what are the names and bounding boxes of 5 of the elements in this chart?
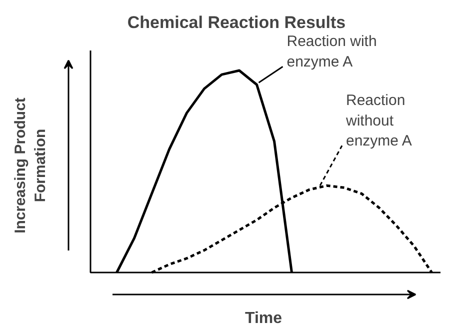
y-axis-title: Increasing Product Formation [12, 98, 50, 234]
chart-title: Chemical Reaction Results [127, 13, 346, 32]
annotation: Reaction without enzyme A [345, 92, 412, 150]
annotation: Reaction with enzyme A [286, 33, 377, 71]
x-axis-title: Time [244, 310, 282, 327]
